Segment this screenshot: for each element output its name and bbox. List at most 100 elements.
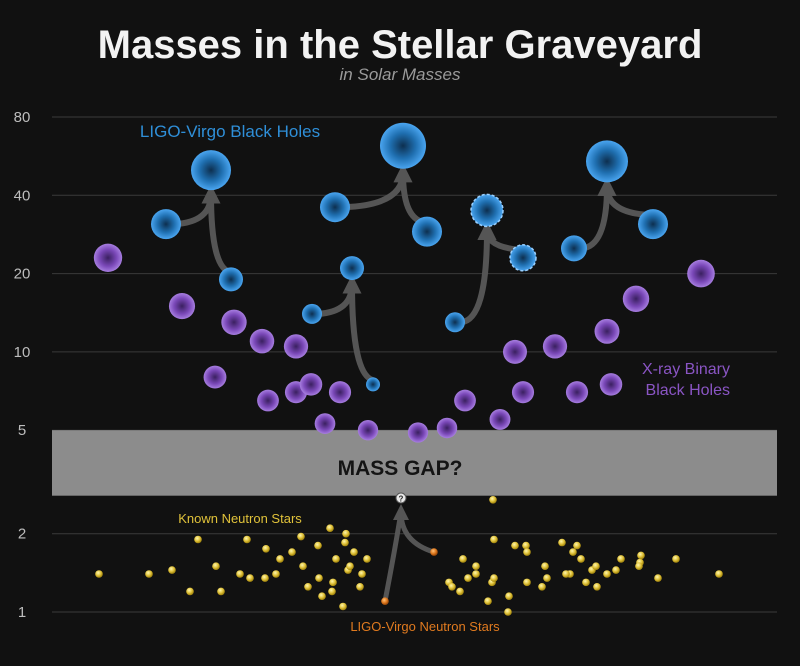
known-ns-point	[168, 566, 176, 574]
y-tick-label: 80	[14, 109, 31, 126]
known-ns-point	[538, 582, 546, 591]
known-ns-point	[593, 582, 601, 591]
merger-arrow-in	[315, 281, 355, 317]
ligo-bh-point	[320, 192, 350, 223]
ligo-bh-point	[509, 244, 537, 272]
ns-merger-arrow	[393, 504, 437, 555]
xray-bh-point	[299, 373, 323, 396]
merger-arrow	[201, 184, 234, 276]
known-ns-point	[262, 544, 270, 553]
ligo-ns-point	[430, 548, 438, 556]
ligo-bh-point	[302, 303, 322, 324]
known-ns-point	[573, 541, 581, 550]
known-ns-point	[314, 541, 322, 550]
known-ns-point	[522, 541, 530, 550]
known-ns-point	[472, 562, 480, 570]
known-ns-point	[558, 538, 566, 547]
known-ns-point	[472, 570, 480, 578]
known-ns-point	[326, 524, 334, 532]
xray-bh-point	[357, 420, 379, 441]
ligo-bh-label: LIGO-Virgo Black Holes	[140, 122, 320, 141]
ligo-bh-point	[219, 267, 243, 292]
known-ns-point	[246, 574, 254, 582]
xray-bh-point	[314, 413, 336, 434]
known-ns-point	[523, 578, 531, 587]
xray-bh-point	[542, 334, 568, 359]
known-ns-point	[490, 574, 498, 582]
known-ns-point	[569, 548, 577, 556]
known-ns-point	[339, 602, 347, 611]
xray-bh-point	[565, 381, 589, 404]
unknown-remnant-point	[395, 492, 407, 504]
known-ns-point	[654, 574, 662, 582]
known-ns-point	[332, 555, 340, 563]
xray-bh-point	[511, 381, 535, 404]
known-ns-point	[304, 582, 312, 591]
ligo-bh-point	[470, 193, 504, 228]
merger-arrow	[393, 163, 430, 226]
known-ns-point	[672, 555, 680, 563]
merger-arrow-in	[172, 191, 214, 228]
xray-bh-point	[594, 318, 620, 344]
ligo-bh-point	[151, 209, 181, 240]
known-ns-point	[261, 574, 269, 582]
mass-gap-label: MASS GAP?	[338, 457, 463, 480]
known-ns-point	[297, 532, 305, 541]
merger-arrow-in	[458, 227, 490, 326]
xray-bh-point	[454, 389, 476, 412]
known-ns-point	[577, 555, 585, 563]
xray-bh-label-line2: Black Holes	[646, 382, 730, 399]
known-ns-point	[288, 548, 296, 556]
known-ns-point	[504, 608, 512, 616]
known-ns-point	[328, 587, 336, 596]
known-ns-point	[617, 555, 625, 563]
known-ns-point	[217, 587, 225, 596]
y-tick-label: 20	[14, 266, 31, 283]
xray-bh-point	[407, 422, 429, 443]
known-ns-point	[363, 555, 371, 563]
y-axis-ticks: 1 2 5 10 20 40 80	[14, 109, 31, 621]
ligo-bh-point	[380, 122, 426, 169]
data-marks: ?	[93, 122, 723, 616]
y-tick-label: 40	[14, 187, 31, 204]
ligo-bh-point	[586, 140, 628, 183]
y-tick-label: 10	[14, 344, 31, 361]
known-ns-point	[489, 496, 497, 504]
known-ns-point	[276, 555, 284, 563]
ligo-bh-point	[412, 216, 442, 247]
known-ns-point	[715, 570, 723, 578]
known-ns-point	[194, 535, 202, 544]
known-ns-point	[543, 574, 551, 582]
xray-bh-point	[503, 339, 527, 364]
ns-merger-arrow-in	[382, 509, 404, 604]
known-ns-point	[505, 592, 513, 601]
ligo-bh-point	[638, 209, 668, 240]
known-ns-point	[635, 562, 643, 570]
ligo-bh-point	[561, 235, 587, 262]
known-ns-point	[592, 562, 600, 570]
known-ns-point	[459, 555, 467, 563]
xray-bh-point	[283, 334, 309, 359]
known-ns-point	[612, 566, 620, 574]
xray-bh-point	[203, 365, 227, 389]
xray-bh-point	[93, 243, 123, 272]
known-ns-point	[637, 551, 645, 560]
xray-bh-point	[436, 417, 458, 439]
known-ns-point	[562, 570, 570, 578]
xray-bh-point	[622, 285, 650, 313]
y-tick-label: 2	[18, 526, 26, 543]
known-ns-point	[95, 570, 103, 578]
known-ns-point	[523, 548, 531, 556]
known-ns-point	[350, 548, 358, 556]
xray-bh-point	[489, 408, 511, 430]
y-tick-label: 5	[18, 422, 26, 439]
unknown-remnant-label: ?	[399, 495, 404, 504]
known-ns-point	[464, 574, 472, 582]
known-ns-point	[243, 535, 251, 544]
xray-bh-point	[168, 293, 196, 320]
chart-subtitle: in Solar Masses	[340, 65, 461, 84]
ligo-bh-point	[366, 377, 380, 392]
known-ns-point	[456, 587, 464, 596]
known-ns-point	[145, 570, 153, 578]
